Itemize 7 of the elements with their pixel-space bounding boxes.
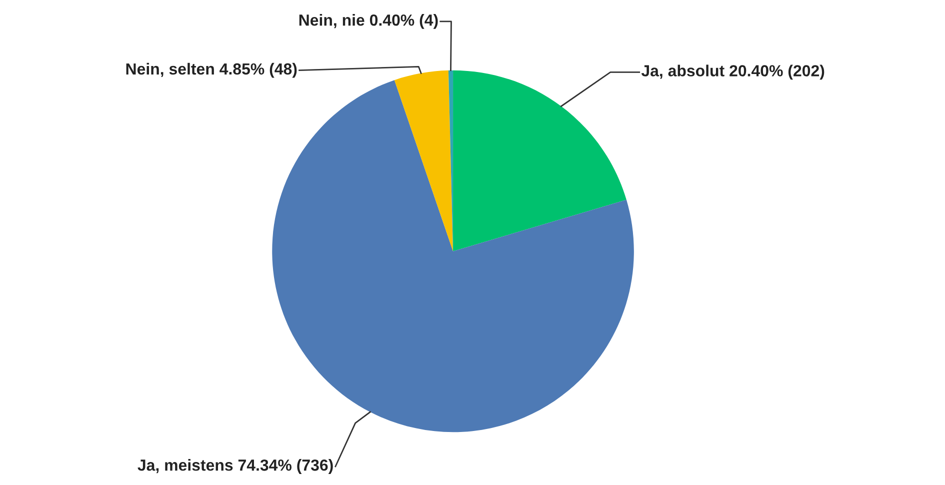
pie-slice [394, 70, 454, 252]
slice-label: Ja, absolut 20.40% (202) [641, 64, 824, 80]
pie-slice [272, 80, 634, 432]
slice-label: Nein, selten 4.85% (48) [126, 62, 297, 78]
slice-label: Nein, nie 0.40% (4) [299, 14, 438, 29]
slice-label: Ja, meistens 74.34% (736) [138, 459, 333, 474]
pie-slice [453, 70, 626, 252]
